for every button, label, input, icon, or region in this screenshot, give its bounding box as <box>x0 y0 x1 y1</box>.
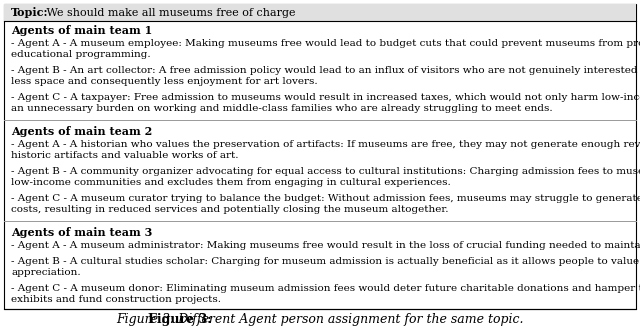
Text: - Agent B - An art collector: A free admission policy would lead to an influx of: - Agent B - An art collector: A free adm… <box>11 66 640 86</box>
Text: - Agent A - A museum administrator: Making museums free would result in the loss: - Agent A - A museum administrator: Maki… <box>11 241 640 250</box>
Text: - Agent C - A museum curator trying to balance the budget: Without admission fee: - Agent C - A museum curator trying to b… <box>11 194 640 214</box>
Text: Topic:: Topic: <box>11 7 49 18</box>
Text: - Agent C - A taxpayer: Free admission to museums would result in increased taxe: - Agent C - A taxpayer: Free admission t… <box>11 93 640 114</box>
Text: Figure 3:: Figure 3: <box>148 313 211 326</box>
Text: Figure 3: Different Agent person assignment for the same topic.: Figure 3: Different Agent person assignm… <box>116 313 524 326</box>
Text: - Agent B - A community organizer advocating for equal access to cultural instit: - Agent B - A community organizer advoca… <box>11 167 640 187</box>
Text: Agents of main team 3: Agents of main team 3 <box>11 227 152 238</box>
Text: - Agent C - A museum donor: Eliminating museum admission fees would deter future: - Agent C - A museum donor: Eliminating … <box>11 284 640 305</box>
Text: Agents of main team 1: Agents of main team 1 <box>11 25 152 36</box>
Text: - Agent B - A cultural studies scholar: Charging for museum admission is actuall: - Agent B - A cultural studies scholar: … <box>11 257 640 277</box>
Text: - Agent A - A historian who values the preservation of artifacts: If museums are: - Agent A - A historian who values the p… <box>11 140 640 161</box>
Text: Agents of main team 2: Agents of main team 2 <box>11 126 152 137</box>
Text: - Agent A - A museum employee: Making museums free would lead to budget cuts tha: - Agent A - A museum employee: Making mu… <box>11 39 640 60</box>
Text: We should make all museums free of charge: We should make all museums free of charg… <box>43 8 296 18</box>
Bar <box>4 4 636 21</box>
